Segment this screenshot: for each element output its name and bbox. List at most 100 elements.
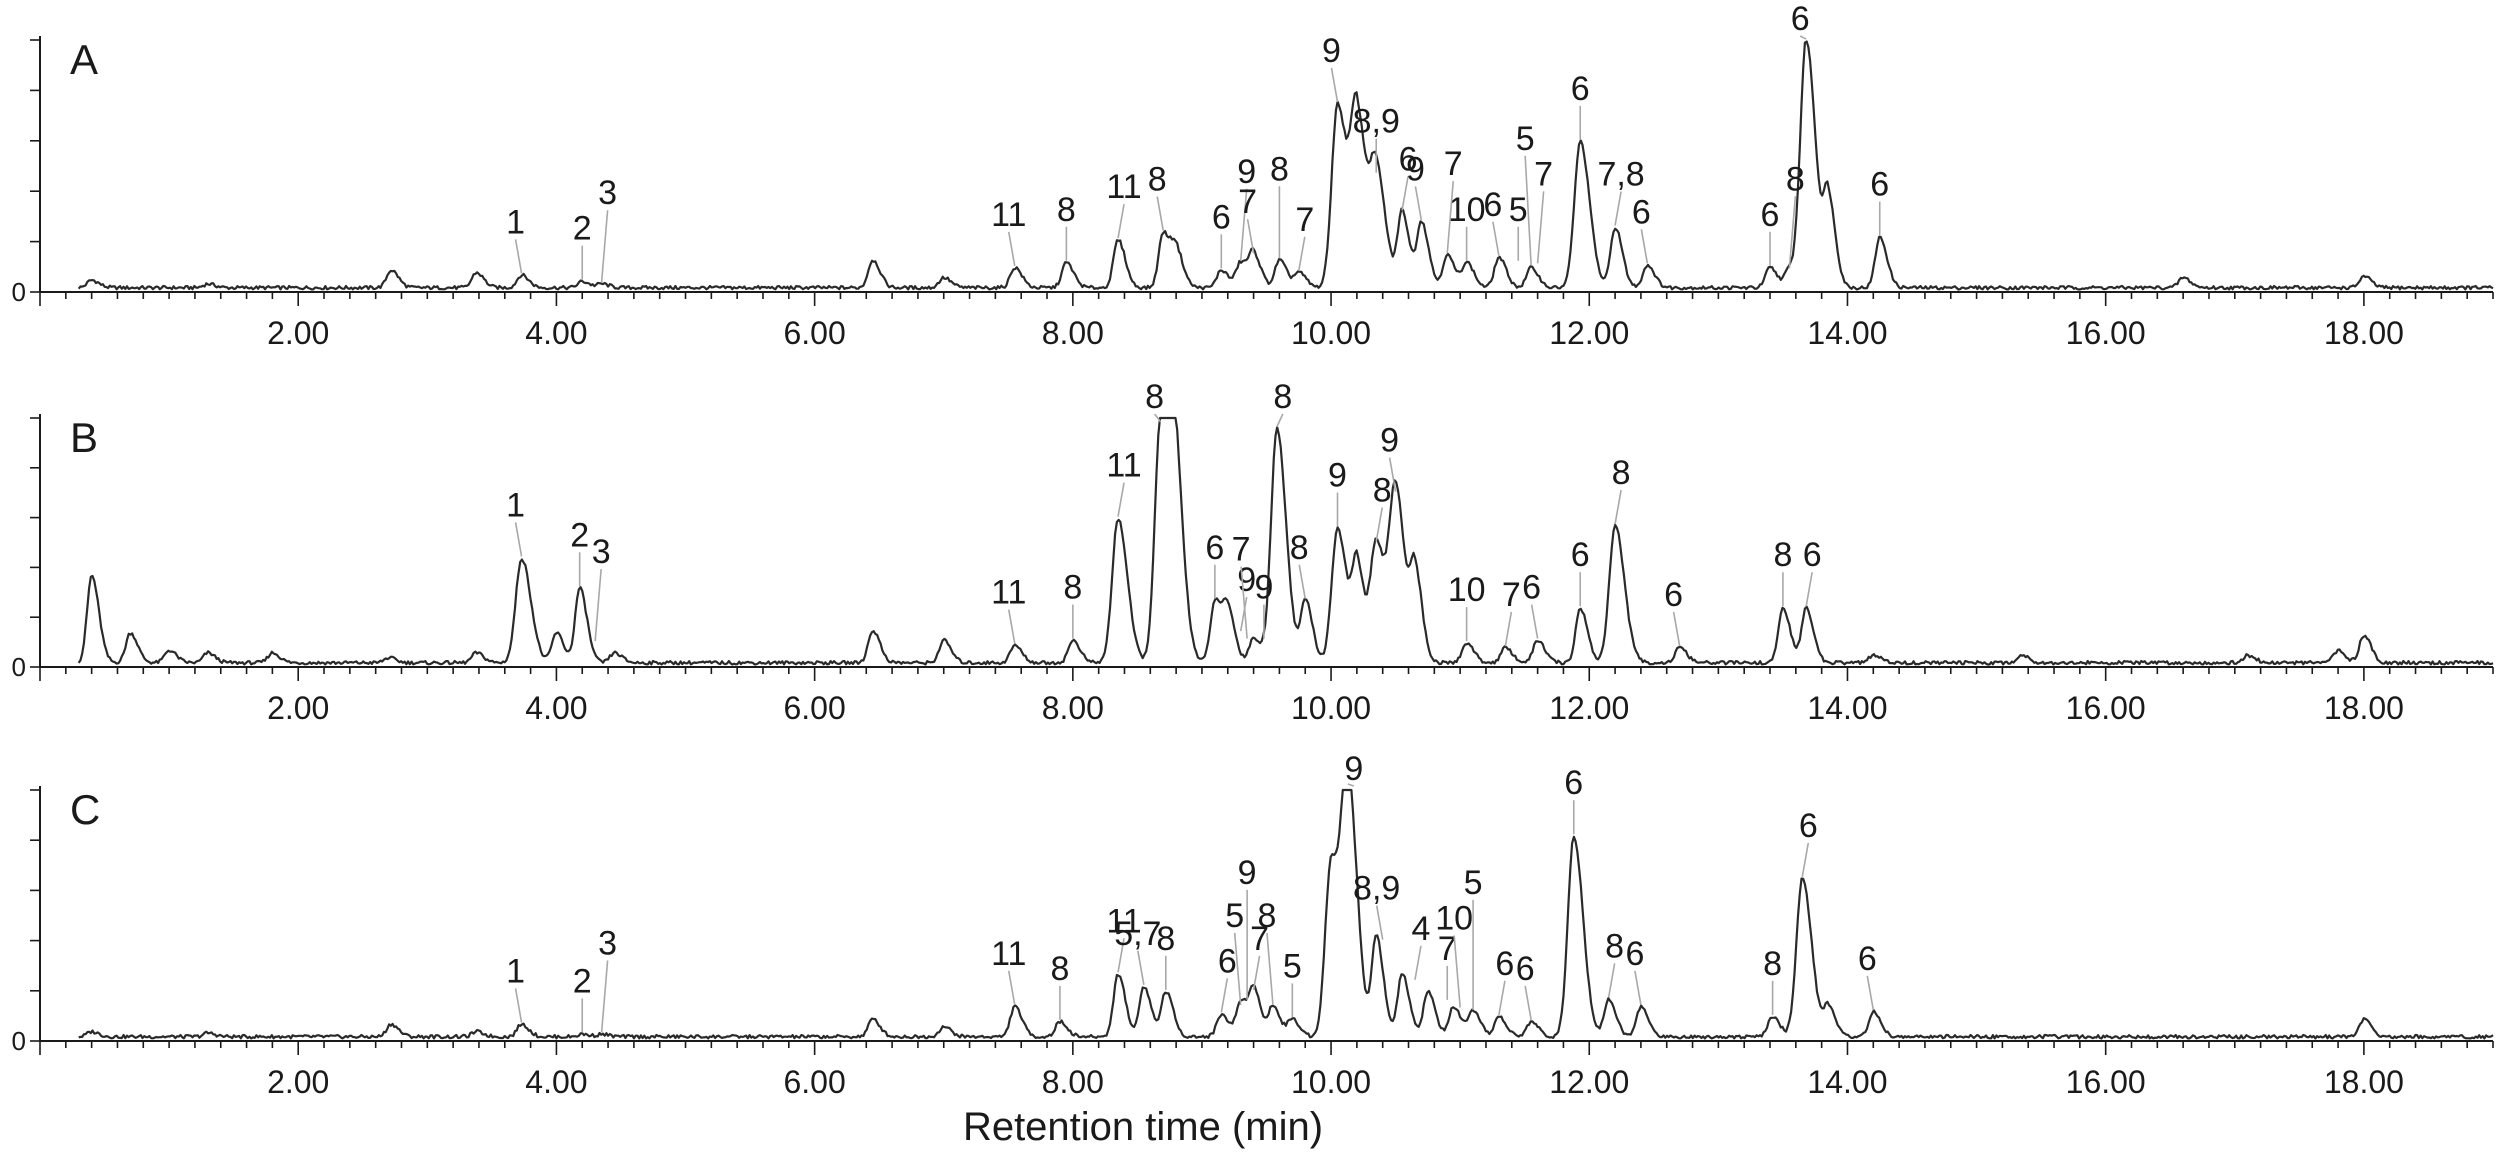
x-tick-label: 6.00 — [783, 1064, 845, 1100]
peak-label: 9 — [1237, 153, 1256, 191]
y-zero-label: 0 — [12, 277, 26, 307]
x-tick-label: 6.00 — [783, 315, 845, 351]
peak-leader-line — [1375, 905, 1384, 940]
peak-leader-line — [1607, 963, 1616, 998]
x-tick-label: 16.00 — [2066, 690, 2146, 726]
peak-leader-line — [1252, 955, 1261, 990]
peak-leader-line — [1240, 566, 1248, 639]
peak-leader-line — [1788, 196, 1797, 269]
peak-label: 6 — [1803, 536, 1822, 574]
peak-leader-line — [1401, 176, 1409, 211]
peak-leader-line — [1153, 413, 1162, 423]
x-tick-label: 4.00 — [525, 1064, 587, 1100]
peak-label: 6 — [1212, 198, 1231, 236]
peak-label: 1 — [506, 952, 525, 990]
peak-label: 8 — [1373, 471, 1392, 509]
peak-label: 5 — [1283, 947, 1302, 985]
peak-label: 11 — [1106, 168, 1141, 206]
x-axis-title: Retention time (min) — [963, 1105, 1323, 1149]
peak-label: 6 — [1205, 529, 1224, 567]
x-tick-label: 8.00 — [1042, 315, 1104, 351]
peak-leader-line — [1233, 932, 1242, 1005]
peak-leader-line — [594, 569, 602, 642]
peak-leader-line — [600, 210, 609, 283]
peak-label: 9 — [1322, 32, 1341, 70]
panel-label-c: C — [70, 786, 100, 833]
x-tick-label: 8.00 — [1042, 1064, 1104, 1100]
peak-label: 6 — [1516, 950, 1535, 988]
peak-label: 8 — [1148, 161, 1167, 199]
peak-leader-line — [1805, 572, 1813, 607]
peak-label: 6 — [1625, 935, 1644, 973]
peak-label: 5 — [1509, 191, 1528, 229]
peak-leader-line — [1297, 236, 1306, 272]
peak-label: 1 — [506, 203, 525, 241]
x-tick-label: 8.00 — [1042, 690, 1104, 726]
peak-label: 2 — [570, 516, 589, 554]
peak-label: 5 — [1225, 897, 1244, 935]
peak-leader-line — [1492, 221, 1500, 256]
x-tick-label: 16.00 — [2066, 1064, 2146, 1100]
x-tick-label: 4.00 — [525, 315, 587, 351]
y-zero-label: 0 — [12, 652, 26, 682]
chromatogram-trace-b — [77, 416, 2494, 666]
peak-label: 8 — [1605, 927, 1624, 965]
x-tick-label: 12.00 — [1549, 315, 1629, 351]
x-tick-label: 18.00 — [2324, 690, 2404, 726]
panel-label-a: A — [70, 36, 98, 83]
peak-label: 10 — [1448, 571, 1486, 609]
peak-label: 8 — [1050, 950, 1069, 988]
panel-b: 0 2.00 4.00 6.00 8.00 10.00 12.00 14.00 16.00 18.… — [12, 378, 2494, 726]
peak-label: 5 — [1464, 864, 1483, 902]
peak-label: 3 — [598, 924, 617, 962]
peak-leader-line — [1498, 980, 1506, 1016]
peak-leader-line — [1298, 564, 1307, 599]
peak-label: 8 — [1063, 569, 1082, 607]
peak-leader-line — [514, 239, 523, 274]
peak-label: 8 — [1057, 191, 1076, 229]
peak-label: 7 — [1444, 145, 1463, 183]
peak-label: 6 — [1761, 196, 1780, 234]
peak-label: 11 — [1106, 902, 1141, 940]
peak-leader-line — [1239, 596, 1248, 632]
peak-label: 6 — [1495, 945, 1514, 983]
peak-label: 8 — [1145, 378, 1164, 416]
peak-label: 9 — [1238, 854, 1257, 892]
peak-label: 9 — [1406, 150, 1425, 188]
peak-leader-line — [1117, 938, 1125, 973]
x-tick-label: 10.00 — [1291, 315, 1371, 351]
peak-leader-line — [1504, 611, 1513, 647]
peak-label: 7 — [1295, 201, 1314, 239]
peak-leader-line — [1801, 842, 1810, 878]
x-tick-label: 14.00 — [1807, 690, 1887, 726]
peak-leader-line — [1388, 457, 1397, 492]
peak-leader-line — [1799, 35, 1807, 40]
peak-label: 6 — [1483, 186, 1502, 224]
x-tick-label: 2.00 — [267, 690, 329, 726]
peak-label: 6 — [1858, 940, 1877, 978]
peak-label: 9 — [1328, 457, 1347, 495]
peak-leader-line — [1414, 945, 1422, 980]
panel-a: 0 2.00 4.00 6.00 8.00 10.00 12.00 14.00 16.00 18.… — [12, 0, 2494, 351]
x-tick-label: 2.00 — [267, 315, 329, 351]
peak-label: 8 — [1786, 160, 1805, 198]
peak-leader-line — [1246, 219, 1255, 254]
x-tick-label: 6.00 — [783, 690, 845, 726]
peak-label: 3 — [598, 174, 617, 212]
peak-label: 6 — [1799, 807, 1818, 845]
peak-leader-line — [1640, 229, 1649, 264]
x-tick-label: 12.00 — [1549, 690, 1629, 726]
chromatogram-trace-a — [77, 40, 2494, 291]
peak-leader-line — [1007, 609, 1016, 644]
peak-label: 8 — [1270, 150, 1289, 188]
peak-label: 6 — [1218, 942, 1237, 980]
peak-leader-line — [1446, 181, 1455, 254]
peak-label: 8,9 — [1353, 870, 1400, 908]
peak-label: 4 — [1412, 910, 1431, 948]
peak-leader-line — [1330, 67, 1339, 103]
peak-label: 7 — [1232, 531, 1251, 569]
peak-label: 1 — [506, 486, 525, 524]
peak-leader-line — [514, 522, 523, 557]
peak-label: 3 — [592, 533, 611, 571]
peak-label: 8 — [1773, 536, 1792, 574]
